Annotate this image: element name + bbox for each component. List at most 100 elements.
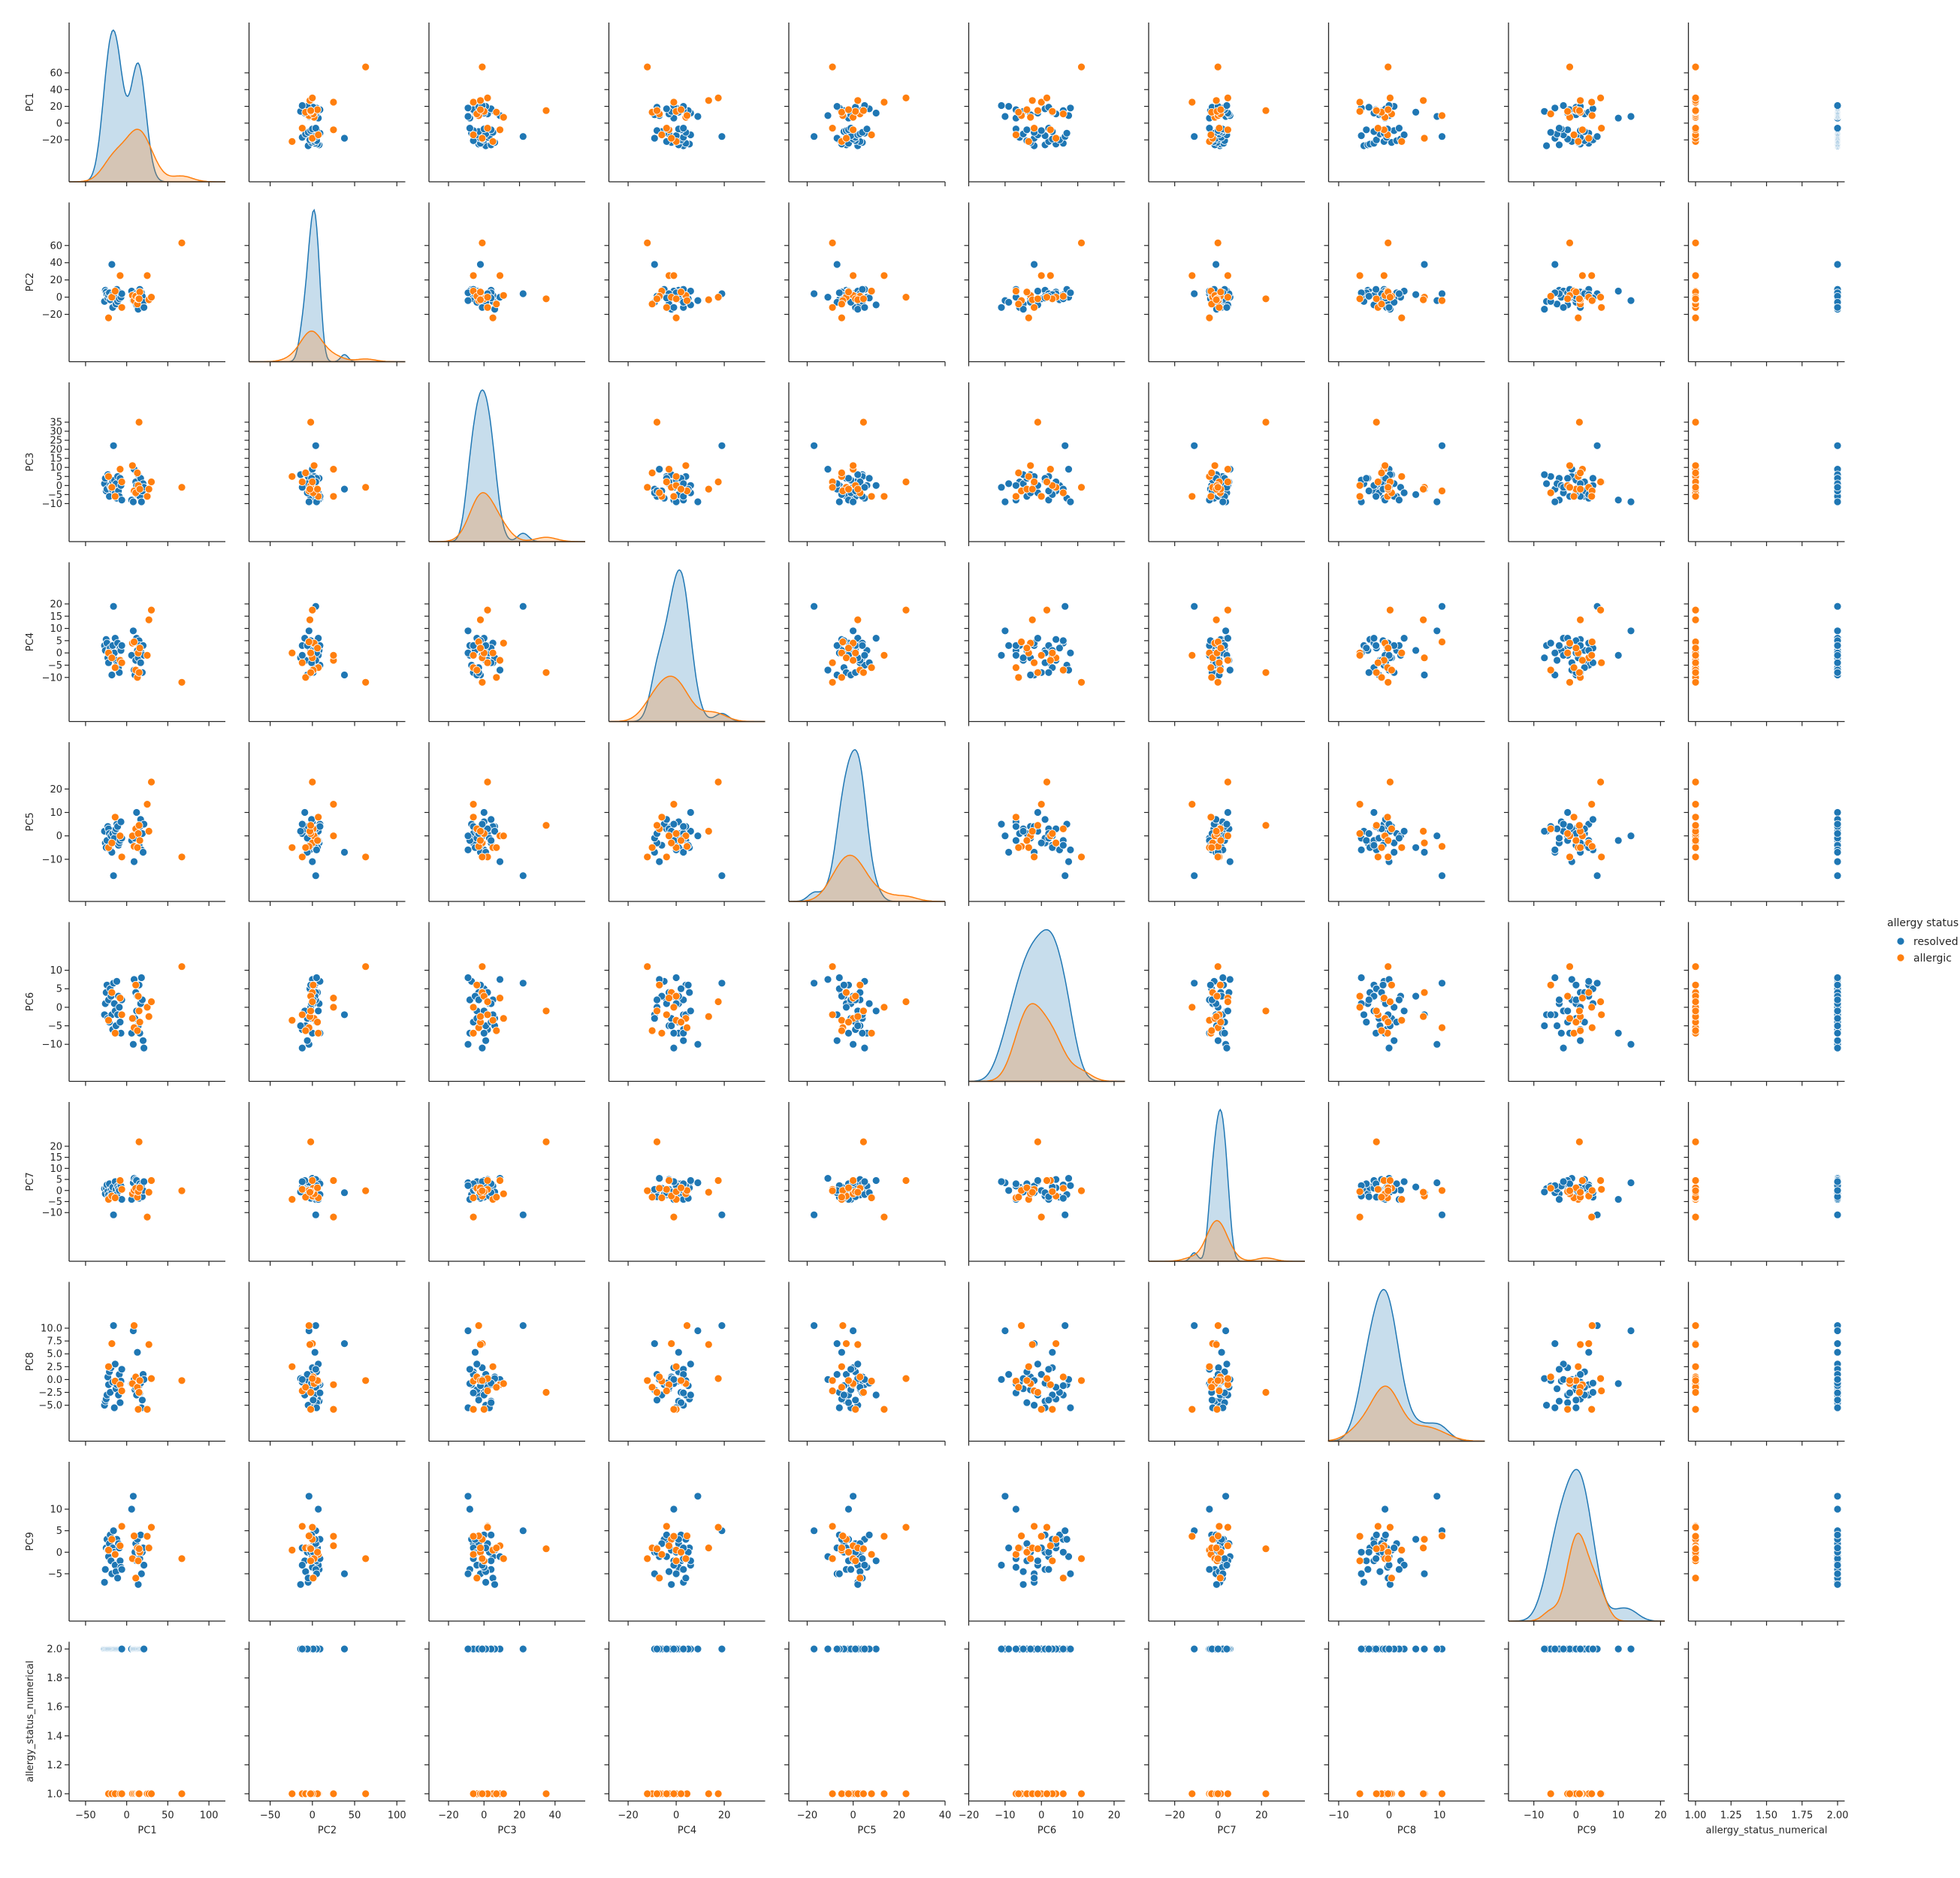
point-allergic-50 [308,93,317,102]
point-resolved-36 [860,651,869,660]
point-allergic-47 [135,836,144,845]
panel-PC5-vs-PC6 [964,742,1125,906]
panel-PC5-vs-PC7 [1144,742,1305,906]
y-tick-label: 5 [56,984,62,995]
point-allergic-49 [704,485,713,494]
point-allergic-41 [1597,303,1606,312]
point-resolved-33 [1551,974,1560,982]
point-allergic-51 [1384,1186,1393,1195]
point-allergic-41 [117,1522,126,1531]
point-allergic-42 [1026,461,1035,470]
point-allergic-37 [672,1362,681,1371]
point-allergic-49 [1419,96,1427,105]
point-allergic-51 [1213,238,1222,247]
point-allergic-39 [657,813,666,822]
point-allergic-46 [1213,992,1222,1001]
point-allergic-48 [1587,492,1596,501]
point-allergic-40 [849,271,857,280]
point-resolved-19 [1563,474,1572,483]
point-allergic-39 [110,492,119,501]
point-allergic-45 [1014,1383,1023,1392]
point-allergic-50 [1691,1176,1700,1185]
point-allergic-40 [329,832,338,841]
point-resolved-36 [669,303,678,312]
point-allergic-37 [288,1362,297,1371]
point-allergic-39 [867,287,876,295]
point-resolved-13 [1034,1360,1042,1369]
point-allergic-41 [1597,1010,1606,1019]
point-resolved-31 [1220,1029,1229,1037]
point-resolved-21 [1395,124,1403,133]
point-allergic-51 [1077,1186,1086,1195]
point-allergic-44 [1546,1184,1555,1193]
point-resolved-22 [127,1505,136,1514]
point-allergic-50 [147,1176,156,1185]
point-resolved-7 [1588,1388,1597,1396]
point-allergic-47 [844,1376,853,1385]
point-allergic-47 [313,1183,322,1192]
point-allergic-51 [1691,678,1700,687]
point-resolved-30 [1572,980,1581,989]
point-resolved-11 [1438,132,1446,141]
point-allergic-47 [1572,288,1581,297]
point-resolved-29 [1540,470,1549,479]
point-allergic-41 [1691,124,1700,133]
point-allergic-48 [880,98,889,107]
point-allergic-49 [1576,1340,1585,1349]
point-allergic-51 [1691,483,1700,492]
panel-PC8-vs-PC7 [1144,1282,1305,1446]
point-allergic-45 [838,673,846,682]
point-allergic-52 [134,1007,143,1016]
point-resolved-9 [1420,671,1429,679]
point-allergic-51 [361,1376,370,1385]
point-allergic-52 [1372,668,1381,677]
point-resolved-34 [1044,668,1053,677]
point-resolved-24 [130,857,138,866]
point-resolved-11 [1833,1210,1842,1219]
point-allergic-47 [313,1018,322,1026]
point-allergic-51 [1691,853,1700,862]
point-allergic-52 [1691,1388,1700,1396]
point-allergic-48 [880,651,889,660]
point-allergic-38 [107,1339,116,1348]
point-resolved-28 [310,1348,319,1357]
point-allergic-37 [1574,137,1583,146]
point-allergic-52 [307,821,316,830]
point-resolved-25 [1026,671,1035,679]
point-allergic-37 [104,1362,113,1371]
point-resolved-13 [686,1360,695,1369]
y-tick-label: 0 [56,1185,62,1197]
point-allergic-52 [859,1388,868,1396]
point-resolved-23 [849,1327,857,1335]
point-resolved-34 [1208,1396,1216,1405]
point-resolved-22 [1614,287,1623,295]
point-resolved-31 [1372,492,1380,501]
point-resolved-36 [297,1043,307,1052]
point-allergic-52 [307,1007,316,1016]
point-allergic-40 [116,1541,125,1550]
point-allergic-50 [1596,1374,1605,1383]
point-allergic-48 [880,271,889,280]
point-allergic-41 [297,1010,307,1019]
point-allergic-48 [1188,651,1197,660]
kde-allergic-PC2 [249,330,406,363]
point-allergic-43 [683,1023,691,1032]
point-resolved-36 [669,1043,678,1052]
point-resolved-23 [1222,1327,1230,1335]
point-allergic-46 [134,829,143,838]
point-allergic-40 [1224,656,1232,665]
point-allergic-45 [1691,469,1700,477]
point-allergic-48 [1037,651,1046,660]
panel-PC6-vs-PC1: −10 −5 0 5 10 PC6 [25,922,225,1086]
point-allergic-51 [1566,1186,1574,1195]
point-allergic-45 [492,1193,501,1201]
point-resolved-36 [860,1043,869,1052]
point-resolved-31 [1833,1029,1842,1037]
point-allergic-52 [1261,1007,1270,1016]
point-allergic-37 [1205,1362,1214,1371]
point-resolved-21 [1555,1365,1563,1374]
point-resolved-23 [693,112,702,121]
point-allergic-45 [1014,843,1023,852]
point-resolved-21 [1395,289,1403,298]
point-resolved-30 [1833,980,1842,989]
